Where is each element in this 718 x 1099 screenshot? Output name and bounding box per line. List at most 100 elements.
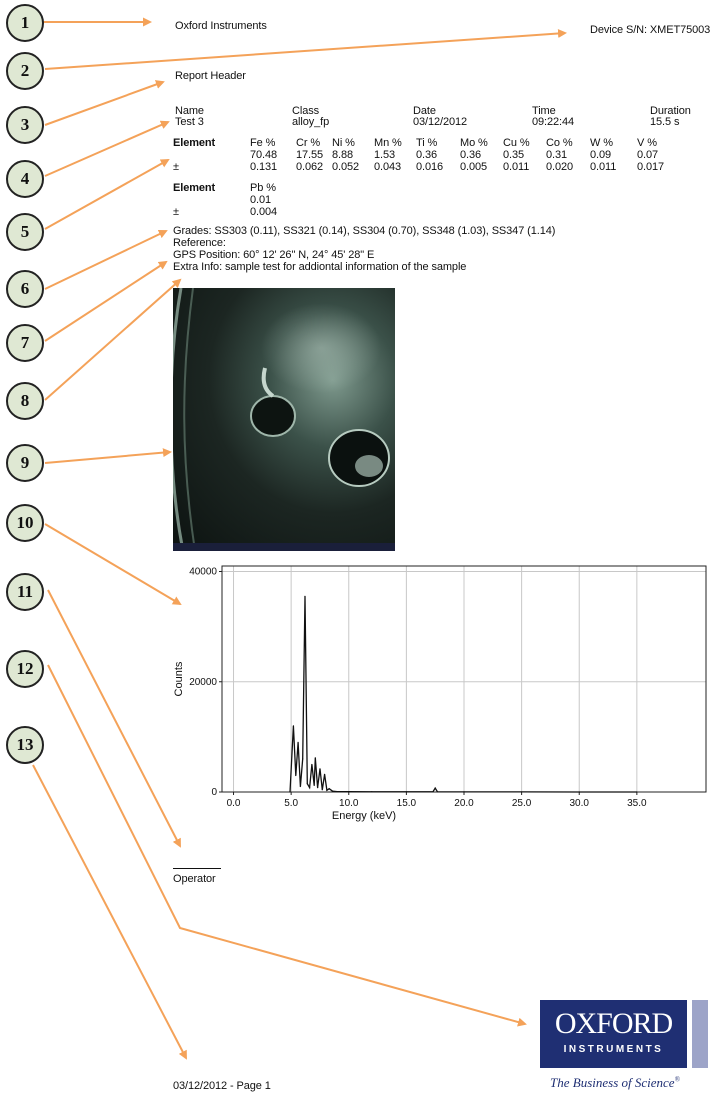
arrow-8	[44, 278, 182, 401]
device-serial: Device S/N: XMET75003	[590, 24, 711, 36]
logo-strip	[692, 1000, 708, 1068]
element-name: Ni %	[332, 137, 355, 149]
oxford-logo: OXFORD INSTRUMENTS	[540, 1000, 710, 1068]
spectrum-point	[336, 790, 338, 793]
logo-sub: INSTRUMENTS	[563, 1044, 664, 1055]
spectrum-point	[521, 791, 523, 793]
element-column: Pb % 0.01 0.004	[250, 182, 277, 218]
spectrum-point	[295, 774, 297, 777]
element-error: 0.062	[296, 161, 324, 173]
element-name: Fe %	[250, 137, 276, 149]
time-value: 09:22:44	[532, 116, 575, 128]
arrow-12	[47, 664, 527, 1027]
callout-9: 9	[6, 444, 44, 482]
spectrum-point	[299, 785, 301, 788]
element-column: Ti % 0.36 0.016	[416, 137, 443, 173]
element-column: W % 0.09 0.011	[590, 137, 616, 173]
spectrum-point	[323, 773, 326, 775]
callout-13: 13	[6, 726, 44, 764]
spectrum-chart: 0.0 5.0 10.0 15.0 20.0 25.0 30.0 35.0 0 20000 4000…	[173, 565, 707, 822]
element-name: V %	[637, 137, 657, 149]
spectrum-point	[405, 791, 407, 793]
element-column: Co % 0.31 0.020	[546, 137, 573, 173]
element-error: 0.043	[374, 161, 402, 173]
duration-value: 15.5 s	[650, 116, 680, 128]
spectrum-point	[314, 757, 316, 759]
element-name: Mn %	[374, 137, 402, 149]
x-tick-label: 15.0	[397, 798, 417, 809]
y-axis-label: Counts	[173, 661, 185, 696]
pm-label-2: ±	[173, 206, 179, 218]
element-name: Pb %	[250, 182, 276, 194]
spectrum-point	[463, 791, 465, 793]
y-tick-label: 20000	[189, 677, 217, 688]
footer-page: 03/12/2012 - Page 1	[173, 1080, 271, 1092]
x-axis-label: Energy (keV)	[332, 810, 396, 822]
callout-6: 6	[6, 270, 44, 308]
element-name: Cu %	[503, 137, 530, 149]
callout-1: 1	[6, 4, 44, 42]
callout-5: 5	[6, 213, 44, 251]
callout-11: 11	[6, 573, 44, 611]
element-name: W %	[590, 137, 613, 149]
x-tick-label: 25.0	[512, 798, 532, 809]
element-error: 0.005	[460, 161, 488, 173]
arrow-5	[44, 159, 170, 230]
arrow-11	[47, 589, 181, 848]
element-label-2: Element	[173, 182, 216, 194]
element-error: 0.052	[332, 161, 360, 173]
spectrum-point	[289, 791, 291, 793]
callout-12: 12	[6, 650, 44, 688]
time-label: Time	[532, 105, 556, 117]
x-tick-label: 10.0	[339, 798, 359, 809]
arrow-4	[44, 120, 170, 177]
class-value: alloy_fp	[292, 116, 330, 128]
arrow-7	[44, 260, 168, 342]
date-value: 03/12/2012	[413, 116, 468, 128]
operator-label: Operator	[173, 873, 216, 885]
spectrum-point	[297, 741, 299, 743]
element-value: 0.31	[546, 149, 568, 161]
element-value: 0.35	[503, 149, 525, 161]
element-column: V % 0.07 0.017	[637, 137, 664, 173]
company-name: Oxford Instruments	[175, 20, 267, 32]
element-value: 0.36	[416, 149, 438, 161]
spectrum-point	[306, 783, 308, 785]
arrow-2	[44, 28, 567, 70]
date-label: Date	[413, 105, 436, 117]
sample-photo-drawing	[173, 288, 395, 551]
element-value: 0.01	[250, 194, 272, 206]
element-column: Fe % 70.48 0.131	[250, 137, 277, 173]
spectrum-point	[436, 791, 439, 793]
callout-3: 3	[6, 106, 44, 144]
x-tick-label: 0.0	[227, 798, 241, 809]
name-label: Name	[175, 105, 204, 117]
element-column: Cu % 0.35 0.011	[503, 137, 530, 173]
callout-2: 2	[6, 52, 44, 90]
element-error: 0.131	[250, 161, 278, 173]
element-value: 8.88	[332, 149, 354, 161]
element-error: 0.016	[416, 161, 444, 173]
arrow-10	[44, 523, 182, 606]
signature-line	[173, 868, 221, 869]
report-header: Report Header	[175, 70, 246, 82]
spectrum-point	[321, 789, 323, 791]
spectrum-point	[308, 786, 311, 789]
element-error: 0.011	[590, 161, 617, 173]
element-column: Ni % 8.88 0.052	[332, 137, 359, 173]
spectrum-point	[304, 595, 306, 597]
element-column: Cr % 17.55 0.062	[296, 137, 323, 173]
element-column: Mo % 0.36 0.005	[460, 137, 488, 173]
duration-label: Duration	[650, 105, 691, 117]
callout-4: 4	[6, 160, 44, 198]
spectrum-point	[302, 758, 304, 760]
callout-8: 8	[6, 382, 44, 420]
class-label: Class	[292, 105, 320, 117]
element-value: 1.53	[374, 149, 396, 161]
name-value: Test 3	[175, 116, 204, 128]
arrow-9	[44, 448, 172, 464]
spectrum-point	[328, 788, 330, 790]
spectrum-point	[319, 768, 321, 770]
x-tick-label: 30.0	[570, 798, 590, 809]
